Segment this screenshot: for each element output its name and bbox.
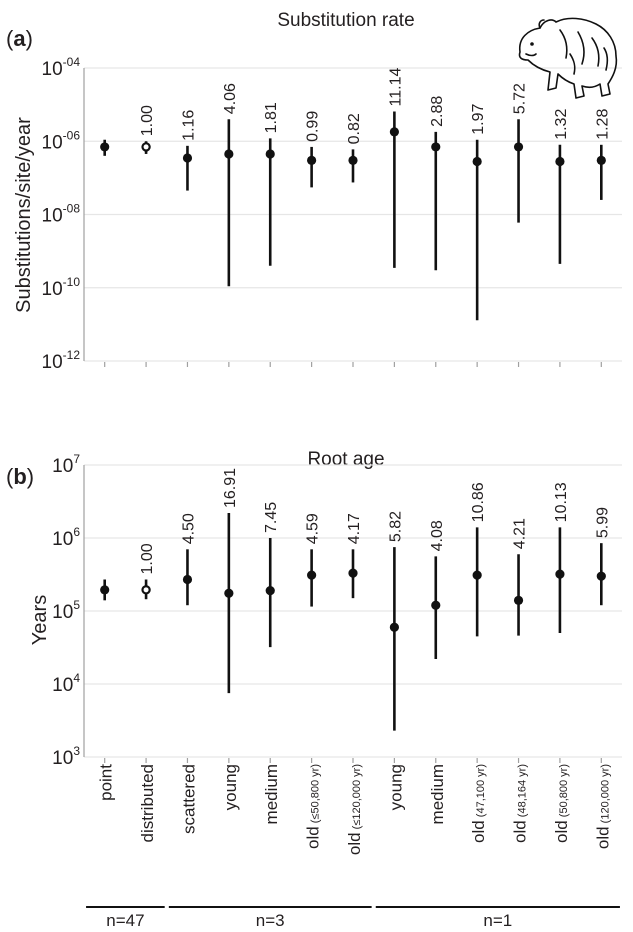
point-marker [472,156,482,167]
category-label: medium [428,764,447,824]
rate-ratio-label: 1.00 [139,543,156,574]
point-marker [472,570,482,580]
y-tick-label: 10-06 [42,128,81,153]
point-marker [100,142,110,152]
rate-ratio-label: 5.99 [594,507,611,538]
y-tick-label: 10-04 [42,55,81,80]
y-tick-label: 106 [52,525,80,550]
point-marker-open [141,585,151,595]
category-label: distributed [138,764,157,842]
rate-ratio-label: 7.45 [263,502,280,533]
category-label: scattered [179,764,198,834]
point-marker [596,155,606,166]
y-tick-label: 10-08 [42,202,81,227]
rate-ratio-label: 0.99 [305,111,322,142]
y-tick-label: 103 [52,744,80,769]
rate-ratio-label: 1.32 [553,109,570,140]
panel-a-label: (a) [6,26,33,51]
rate-ratio-label: 0.82 [346,113,363,144]
panel-a-title: Substitution rate [277,10,414,31]
group-label: n=1 [483,911,512,930]
point-marker-open [141,142,151,152]
category-label: old (120,000 yr) [593,764,612,849]
point-marker [431,600,441,610]
category-label: medium [262,764,281,824]
rate-ratio-label: 2.88 [429,96,446,127]
rate-ratio-label: 4.21 [512,518,529,549]
category-label: point [97,764,116,801]
point-marker [265,586,275,596]
point-marker [224,588,234,598]
panel-a-ylabel: Substitutions/site/year [13,117,35,313]
point-marker [389,622,399,632]
sample-size-groups: n=47 n=3 n=1 [86,906,620,930]
rate-ratio-label: 11.14 [387,68,404,107]
rate-ratio-label: 4.17 [346,513,363,544]
rate-ratio-label: 1.97 [470,103,487,134]
y-tick-label: 104 [52,671,80,696]
category-label: old (≤120,000 yr) [345,764,364,855]
rate-ratio-label: 10.13 [553,482,570,522]
panel-b-title: Root age [307,449,384,470]
point-marker [348,155,358,166]
rate-ratio-label: 4.08 [429,520,446,551]
category-labels: point distributed scattered young medium old … [97,764,613,855]
root-age-panel: (b) Root age Years 107 106 105 104 103 1.00 4… [6,449,622,769]
rate-ratio-label: 16.91 [222,468,239,508]
point-marker [182,574,193,585]
point-marker [555,156,565,167]
rate-ratio-label: 5.72 [512,83,529,114]
rate-ratio-label: 1.28 [594,109,611,140]
rate-ratio-label: 10.86 [470,482,487,522]
y-tick-label: 10-10 [42,275,81,300]
rate-ratio-label: 1.16 [180,110,197,141]
y-tick-label: 107 [52,452,80,477]
panel-b-ylabel: Years [29,595,51,645]
rate-ratio-label: 1.00 [139,105,156,136]
rate-ratio-label: 4.06 [222,83,239,114]
bear-icon [518,17,618,99]
point-marker [596,571,606,581]
y-tick-label: 10-12 [42,348,81,373]
point-marker [182,153,193,163]
point-marker [307,155,317,166]
substitution-rate-panel: (a) Substitution rate Substitutions/site… [6,10,622,373]
category-label: old (47,100 yr) [469,764,488,843]
point-marker [100,585,110,595]
y-tick-label: 105 [52,598,80,623]
point-marker [389,127,399,137]
group-label: n=47 [106,911,144,930]
point-marker [348,568,358,578]
point-marker [555,569,565,579]
point-marker [513,142,524,152]
group-label: n=3 [256,911,285,930]
point-marker [224,149,234,159]
category-label: old (≤50,800 yr) [304,764,323,849]
category-label: old (50,800 yr) [552,764,571,843]
point-marker [307,570,317,580]
rate-ratio-label: 1.81 [263,102,280,133]
rate-ratio-label: 4.59 [305,513,322,544]
rate-ratio-label: 4.50 [180,513,197,544]
point-marker [513,595,524,605]
category-label: old (48,164 yr) [511,764,530,843]
category-label: young [221,764,240,810]
panel-b-label: (b) [6,464,34,489]
point-marker [265,149,275,159]
rate-ratio-label: 5.82 [387,511,404,542]
category-label: young [386,764,405,810]
point-marker [431,142,441,152]
